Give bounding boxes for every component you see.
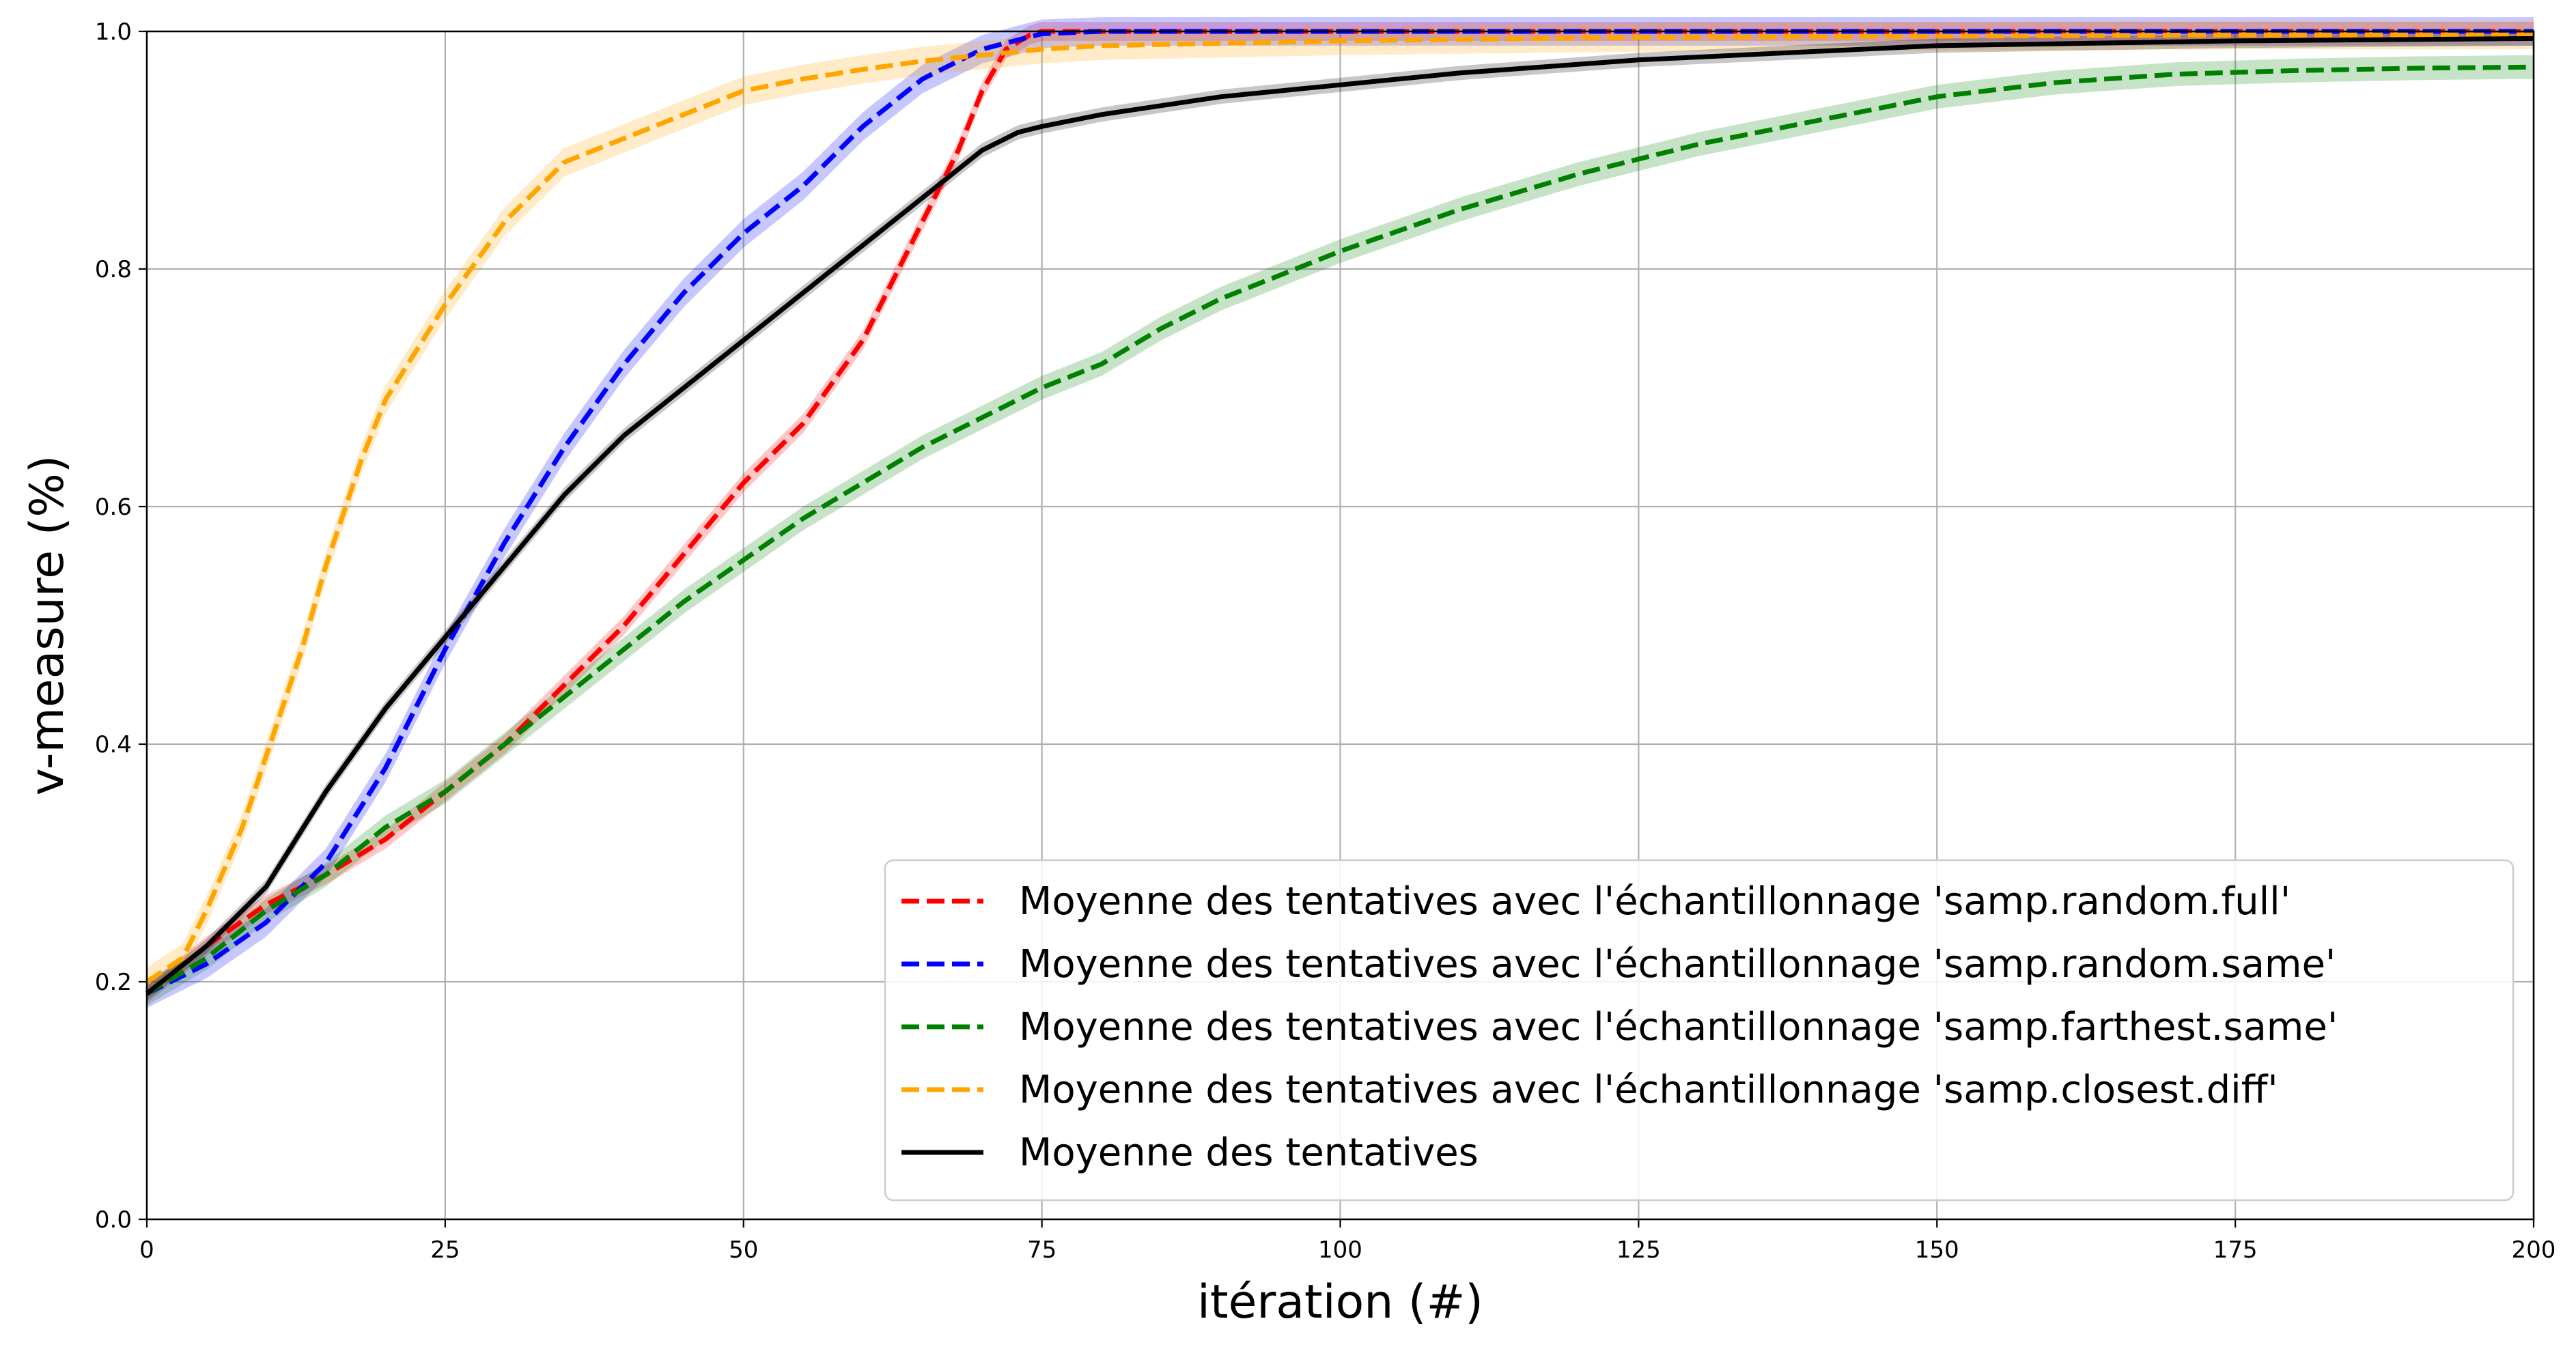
x-axis-label: itération (#) bbox=[1197, 1275, 1483, 1329]
series-line-4 bbox=[145, 36, 2534, 996]
legend-label-2: Moyenne des tentatives avec l'échantillo… bbox=[1019, 1005, 2338, 1049]
confidence-bands bbox=[147, 17, 2534, 1008]
x-tick-label: 0 bbox=[139, 1236, 154, 1264]
y-tick-label: 0.6 bbox=[95, 494, 132, 521]
y-axis-label: v-measure (%) bbox=[20, 455, 74, 796]
legend-label-3: Moyenne des tentatives avec l'échantillo… bbox=[1019, 1068, 2278, 1112]
y-tick-label: 1.0 bbox=[95, 18, 132, 46]
x-tick-label: 75 bbox=[1027, 1236, 1056, 1264]
legend-box bbox=[884, 859, 2515, 1202]
x-tick-label: 150 bbox=[1915, 1236, 1959, 1264]
axis-ticks: 0 25 50 75 100 125 150 175 200 0.0 0.2 0.4 0.6 0.8 1.0 bbox=[95, 18, 2556, 1264]
x-tick-label: 25 bbox=[430, 1236, 460, 1264]
x-tick-label: 200 bbox=[2512, 1236, 2556, 1264]
series-line-3 bbox=[145, 32, 2534, 984]
legend-label-0: Moyenne des tentatives avec l'échantillo… bbox=[1019, 879, 2291, 924]
y-tick-label: 0.4 bbox=[95, 731, 132, 758]
x-tick-label: 100 bbox=[1318, 1236, 1362, 1264]
series-line-2 bbox=[145, 64, 2534, 996]
y-tick-label: 0.2 bbox=[95, 969, 132, 996]
legend-label-1: Moyenne des tentatives avec l'échantillo… bbox=[1019, 942, 2336, 987]
y-tick-label: 0.0 bbox=[95, 1206, 132, 1234]
legend: Moyenne des tentatives avec l'échantillo… bbox=[884, 859, 2515, 1202]
x-tick-label: 125 bbox=[1616, 1236, 1661, 1264]
y-tick-label: 0.8 bbox=[95, 256, 132, 283]
x-tick-label: 175 bbox=[2213, 1236, 2258, 1264]
legend-label-4: Moyenne des tentatives bbox=[1019, 1131, 1479, 1175]
series-band-2 bbox=[147, 55, 2534, 1006]
x-tick-label: 50 bbox=[729, 1236, 758, 1264]
